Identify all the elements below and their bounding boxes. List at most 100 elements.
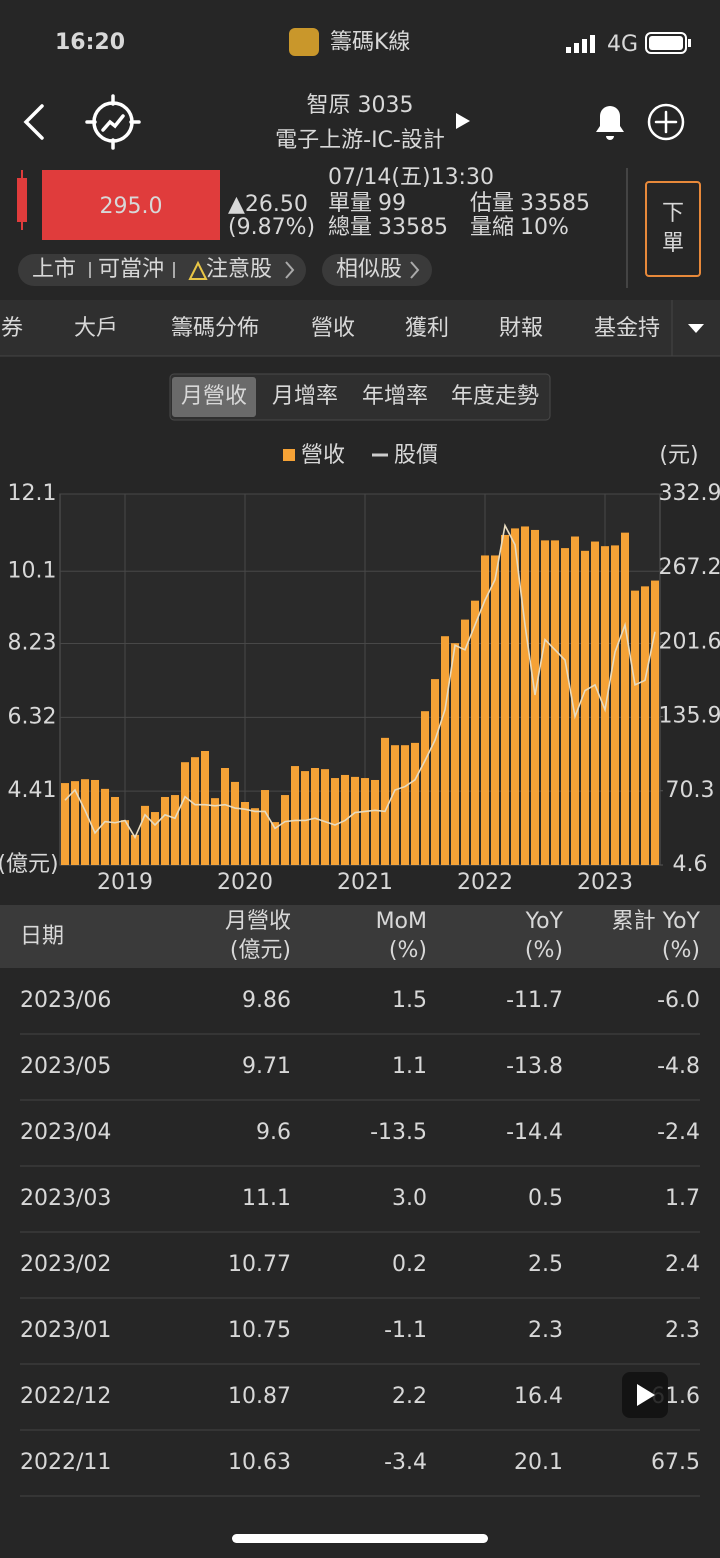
table-cell: 0.2 <box>392 1252 427 1277</box>
bar <box>211 798 219 865</box>
table-cell: 10.75 <box>228 1318 291 1343</box>
bar <box>551 540 559 865</box>
table-cell: 2023/02 <box>20 1252 111 1277</box>
x-tick-label: 2021 <box>337 870 393 895</box>
bar <box>61 783 69 865</box>
price-line <box>64 523 656 840</box>
analysis-button[interactable] <box>85 94 141 150</box>
bar <box>111 796 119 865</box>
sub-tab[interactable]: 月營收 <box>181 384 247 409</box>
table-cell: -13.5 <box>370 1120 427 1145</box>
table-cell: -11.7 <box>506 988 563 1013</box>
y-axis-label: (億元) <box>0 852 59 877</box>
bar <box>431 679 439 865</box>
tab-bar <box>0 300 720 356</box>
table-cell: 2022/12 <box>20 1384 111 1409</box>
y2-tick-label: 70.3 <box>666 778 715 803</box>
stat-value: 33585 <box>378 215 448 240</box>
y-tick-label: 6.32 <box>8 704 57 729</box>
table-cell: 2.3 <box>528 1318 563 1343</box>
y-tick-label: 10.1 <box>8 558 57 583</box>
chevron <box>410 261 420 279</box>
order-button[interactable] <box>645 181 701 277</box>
bar <box>481 555 489 865</box>
back-button[interactable] <box>23 104 44 140</box>
bar <box>301 771 309 865</box>
bar <box>411 742 419 865</box>
tab-dropdown[interactable] <box>688 324 704 333</box>
column-header: 日期 <box>20 924 64 949</box>
header-icons <box>23 94 685 150</box>
tab[interactable]: 籌碼分佈 <box>171 316 259 341</box>
tab[interactable]: 營收 <box>311 316 355 341</box>
clock: 16:20 <box>55 30 125 55</box>
order-label: 下 <box>662 201 684 226</box>
similar-pill[interactable] <box>322 254 432 286</box>
sub-tab-bar <box>169 373 551 421</box>
column-header: 月營收 <box>225 909 291 934</box>
bar <box>521 526 529 865</box>
column-header: MoM <box>376 909 427 934</box>
table-cell: -13.8 <box>506 1054 563 1079</box>
sub-tab[interactable]: 月增率 <box>272 384 338 409</box>
bar <box>651 580 659 865</box>
y2-tick-label: 201.6 <box>659 629 720 654</box>
tab[interactable]: 基金持 <box>594 316 660 341</box>
sub-tab-active <box>172 377 256 417</box>
stock-title: 智原 3035 <box>307 93 414 118</box>
x-tick-label: 2023 <box>577 870 633 895</box>
tab[interactable]: 財報 <box>499 316 543 341</box>
sub-tab[interactable]: 年度走勢 <box>451 384 539 409</box>
stat-label: 單量 <box>328 191 372 216</box>
table-cell: 1.5 <box>392 988 427 1013</box>
expand-button[interactable] <box>456 113 470 129</box>
y2-tick-label: 4.6 <box>673 852 708 877</box>
bar <box>381 737 389 865</box>
bar <box>291 766 299 865</box>
table-cell: 1.1 <box>392 1054 427 1079</box>
y-tick-label: 12.1 <box>8 481 57 506</box>
bar <box>591 541 599 865</box>
table-cell: -4.8 <box>657 1054 700 1079</box>
table-cell: 2.3 <box>665 1318 700 1343</box>
bar <box>621 532 629 865</box>
legend-label: 營收 <box>301 443 345 468</box>
column-header: (%) <box>389 938 427 963</box>
bar <box>101 788 109 865</box>
table-cell: 2022/11 <box>20 1450 111 1475</box>
bar <box>461 619 469 865</box>
bar <box>71 781 79 865</box>
table-cell: -2.4 <box>657 1120 700 1145</box>
column-header: 累計 YoY <box>612 909 701 934</box>
alert-button[interactable] <box>596 106 624 140</box>
table-cell: -14.4 <box>506 1120 563 1145</box>
tab[interactable]: 券 <box>1 316 23 341</box>
table-cell: -3.4 <box>384 1450 427 1475</box>
bar <box>171 795 179 865</box>
stat-label: 估量 <box>470 191 514 216</box>
tab[interactable]: 獲利 <box>405 316 449 341</box>
table-cell: 0.5 <box>528 1186 563 1211</box>
video-icon <box>637 1384 655 1406</box>
bar <box>401 745 409 865</box>
tab[interactable]: 大戶 <box>74 316 118 341</box>
table-cell: 3.0 <box>392 1186 427 1211</box>
bar <box>421 711 429 865</box>
table-cell: 10.63 <box>228 1450 291 1475</box>
table-cell: 2023/05 <box>20 1054 111 1079</box>
add-button[interactable] <box>647 103 685 141</box>
y2-tick-label: 332.9 <box>659 481 720 506</box>
sub-tab[interactable]: 年增率 <box>362 384 428 409</box>
network: 4G <box>607 32 638 57</box>
stock-industry: 電子上游-IC-設計 <box>275 128 445 153</box>
quote-time: 07/14(五)13:30 <box>328 165 494 190</box>
bar <box>541 540 549 865</box>
bar <box>231 781 239 865</box>
app-name: 籌碼K線 <box>330 30 410 55</box>
bar <box>221 767 229 865</box>
tag: 上市 <box>32 257 76 282</box>
y2-tick-label: 135.9 <box>659 704 720 729</box>
bar <box>281 795 289 865</box>
bar <box>141 805 149 865</box>
bar <box>271 822 279 865</box>
